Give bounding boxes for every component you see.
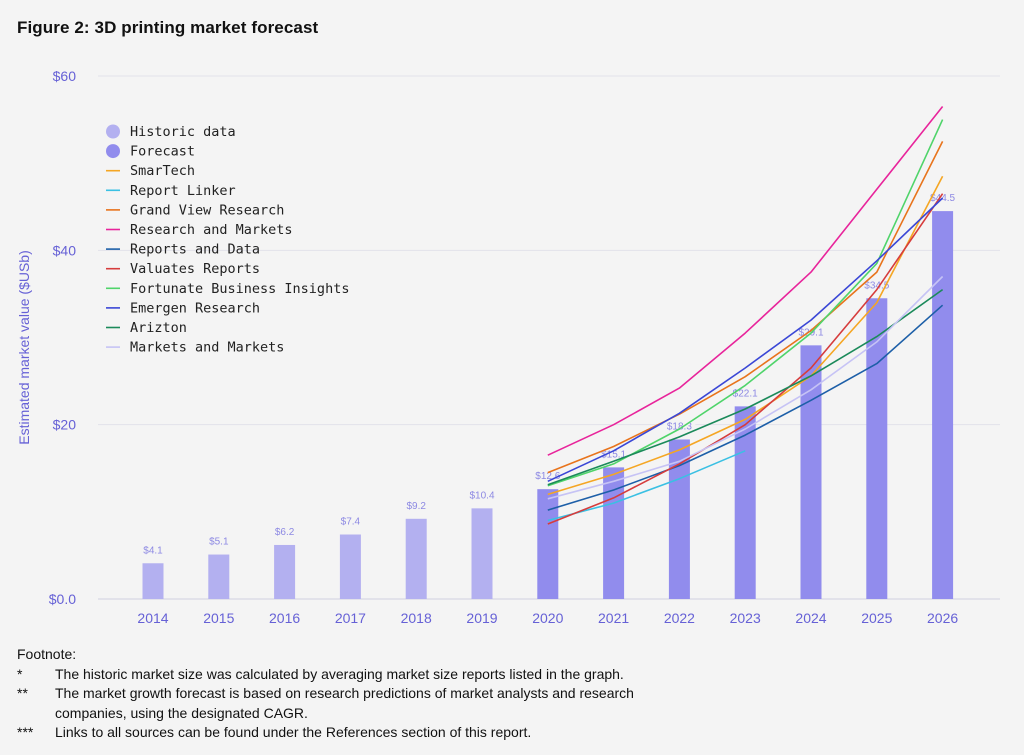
bar-value-label: $12.6 <box>535 471 560 482</box>
legend-label: Grand View Research <box>130 202 284 218</box>
bars: $4.1 $5.1 $6.2 $7.4 $9.2 $10.4 $12.6 $15.1 $18.3… <box>139 192 959 599</box>
bar-value-label: $4.1 <box>143 545 163 556</box>
legend-marker <box>106 144 120 159</box>
bar <box>932 211 954 599</box>
bar-label-bg <box>531 470 564 483</box>
footnote: Footnote: * The historic market size was… <box>17 645 1007 743</box>
bar <box>800 345 822 599</box>
y-tick-label: $40 <box>53 242 77 258</box>
x-tick-label: 2014 <box>137 610 168 626</box>
legend-label: Emergen Research <box>130 300 260 316</box>
bar <box>339 534 361 599</box>
x-tick-label: 2021 <box>598 610 629 626</box>
bar-label-bg <box>466 489 498 502</box>
series-line <box>547 304 944 511</box>
footnote-text: Links to all sources can be found under … <box>55 724 532 740</box>
series-line <box>547 193 944 525</box>
footnote-mark: * <box>17 665 23 682</box>
legend-label: Valuates Reports <box>130 261 260 277</box>
x-tick-label: 2023 <box>730 610 761 626</box>
bar-value-label: $6.2 <box>275 527 295 538</box>
bar-value-label: $22.1 <box>733 388 758 399</box>
x-tick-label: 2024 <box>795 610 826 626</box>
y-tick-label: $20 <box>53 417 77 433</box>
bar-value-label: $18.3 <box>667 421 692 432</box>
footnote-item: * The historic market size was calculate… <box>17 665 1007 685</box>
x-tick-label: 2020 <box>532 610 563 626</box>
bar-label-bg <box>597 448 630 461</box>
legend-marker <box>106 124 120 139</box>
bar-label-bg <box>139 544 167 557</box>
x-tick-label: 2025 <box>861 610 892 626</box>
market-forecast-chart: $4.1 $5.1 $6.2 $7.4 $9.2 $10.4 $12.6 $15.1 $18.3… <box>16 68 1000 626</box>
series-line <box>547 275 944 500</box>
series-line <box>547 175 944 496</box>
chart-title: Figure 2: 3D printing market forecast <box>17 18 319 37</box>
legend-label: Markets and Markets <box>130 340 284 356</box>
bar-value-label: $34.5 <box>864 280 889 291</box>
bar-value-label: $9.2 <box>406 501 426 512</box>
footnote-item: ** The market growth forecast is based o… <box>17 684 1007 723</box>
legend: Historic data Forecast SmarTech Report Link… <box>106 124 349 356</box>
x-tick-label: 2016 <box>269 610 300 626</box>
bar <box>537 489 559 599</box>
footnote-heading: Footnote: <box>17 646 77 662</box>
bar <box>208 554 230 599</box>
series-line <box>547 197 944 483</box>
bar-label-bg <box>271 525 298 538</box>
y-tick-label: $60 <box>53 68 77 84</box>
bar <box>866 298 888 599</box>
forecast-lines <box>547 106 944 525</box>
bar <box>142 563 164 599</box>
footnote-mark: *** <box>17 724 34 740</box>
footnote-mark: ** <box>17 685 28 701</box>
x-tick-label: 2017 <box>335 610 366 626</box>
footnote-text: The market growth forecast is based on r… <box>55 685 634 721</box>
x-axis: 2014 2015 2016 2017 2018 2019 2020 2021 2022 2023… <box>137 610 958 626</box>
footnote-item: *** Links to all sources can be found un… <box>17 723 1007 743</box>
x-tick-label: 2022 <box>664 610 695 626</box>
bar <box>668 439 690 599</box>
bar <box>471 508 493 599</box>
legend-label: Historic data <box>130 124 236 140</box>
series-line <box>547 106 944 456</box>
series-line <box>547 119 944 487</box>
legend-label: Research and Markets <box>130 222 293 238</box>
bar-value-label: $7.4 <box>341 516 361 527</box>
y-tick-label: $0.0 <box>49 591 76 607</box>
series-line <box>547 141 944 474</box>
bar <box>405 518 427 599</box>
bar-label-bg <box>403 499 430 512</box>
legend-label: Fortunate Business Insights <box>130 281 349 297</box>
bar <box>734 406 756 599</box>
y-axis: $0.0 $20 $40 $60 Estimated market value ($US… <box>16 68 76 607</box>
x-tick-label: 2015 <box>203 610 234 626</box>
bar-value-label: $5.1 <box>209 537 229 548</box>
bar-value-label: $15.1 <box>601 449 626 460</box>
legend-label: SmarTech <box>130 163 195 179</box>
bar-label-bg <box>337 515 364 528</box>
y-axis-label: Estimated market value ($USb) <box>16 250 32 445</box>
x-tick-label: 2026 <box>927 610 958 626</box>
legend-label: Report Linker <box>130 183 236 199</box>
legend-label: Forecast <box>130 144 195 160</box>
bar-value-label: $10.4 <box>469 490 494 501</box>
series-line <box>547 288 944 486</box>
bar-label-bg <box>205 535 232 548</box>
x-tick-label: 2018 <box>401 610 432 626</box>
footnote-text: The historic market size was calculated … <box>55 665 624 682</box>
bar <box>274 544 296 599</box>
legend-label: Reports and Data <box>130 242 260 258</box>
x-tick-label: 2019 <box>466 610 497 626</box>
legend-label: Arizton <box>130 320 187 336</box>
